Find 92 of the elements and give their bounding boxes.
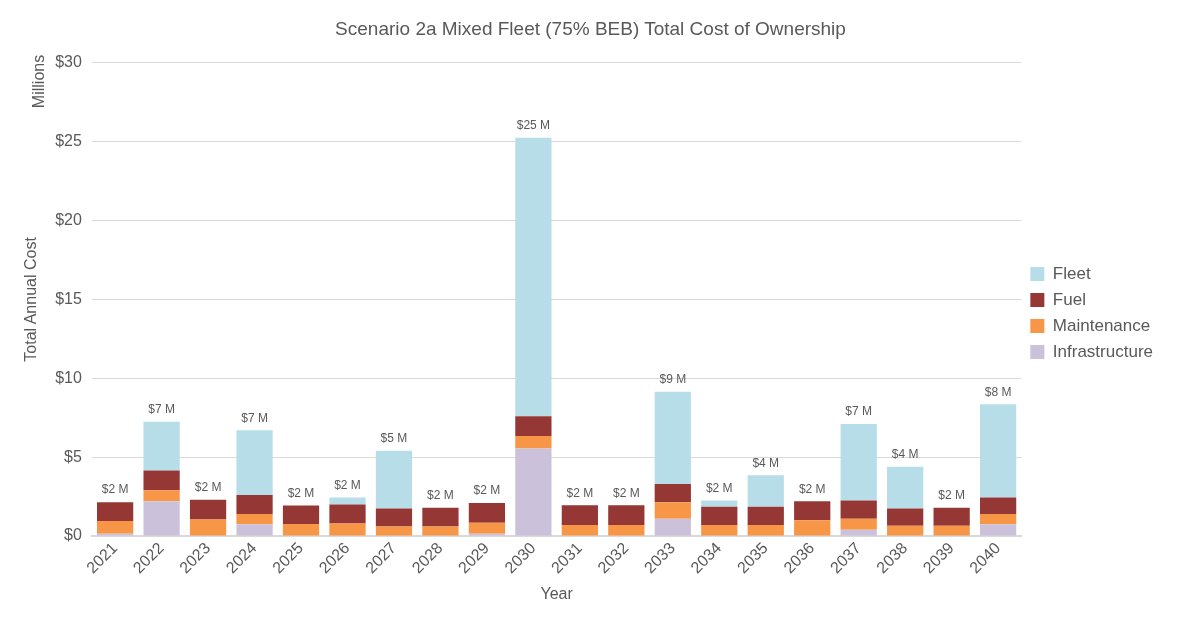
y-tick-label: $5: [64, 447, 82, 465]
bar: [143, 421, 180, 471]
bar: [840, 424, 877, 501]
bar: [375, 526, 413, 536]
total-label: $25 M: [516, 118, 551, 133]
y-axis-title: Total Annual Cost: [22, 236, 40, 362]
bar: [515, 416, 552, 436]
total-label: $4 M: [891, 446, 919, 461]
bar: [143, 470, 180, 491]
total-label: $5 M: [380, 431, 408, 446]
bar: [701, 525, 738, 536]
total-label: $2 M: [705, 480, 733, 495]
total-label: $2 M: [427, 487, 454, 502]
bar: [329, 497, 366, 505]
legend-label: Maintenance: [1052, 315, 1151, 335]
total-label: $2 M: [798, 481, 826, 496]
bar: [887, 508, 924, 526]
legend-label: Fuel: [1052, 289, 1086, 309]
total-label: $2 M: [566, 485, 594, 500]
bar: [468, 502, 506, 523]
bar: [840, 500, 877, 519]
total-label: $7 M: [845, 404, 873, 419]
chart-title: Scenario 2a Mixed Fleet (75% BEB) Total Cost of Ownership: [335, 17, 846, 39]
bar: [282, 523, 320, 536]
y-tick-label: $25: [55, 132, 82, 150]
bar: [468, 522, 506, 534]
bar: [329, 504, 366, 524]
total-label: $2 M: [334, 477, 361, 492]
y-tick-label: $30: [55, 53, 82, 71]
bar: [143, 490, 180, 502]
total-label: $2 M: [612, 485, 640, 500]
text: Millions: [30, 54, 48, 109]
bar: [422, 507, 459, 527]
bar: [840, 529, 877, 536]
bar: [561, 505, 598, 526]
bar: [933, 525, 970, 536]
total-label: $8 M: [984, 384, 1012, 399]
bar: [794, 501, 831, 521]
bar: [654, 502, 691, 519]
total-label: $2 M: [194, 480, 222, 495]
bar: [236, 430, 273, 496]
bar: [97, 521, 134, 534]
bar: [143, 501, 180, 536]
total-label: $7 M: [241, 410, 268, 425]
y-tick-label: $0: [64, 526, 82, 544]
bar: [979, 524, 1017, 536]
bar: [654, 518, 691, 536]
bar: [933, 507, 970, 526]
total-label: $4 M: [752, 455, 780, 470]
bar: [329, 523, 366, 536]
bar: [561, 525, 598, 536]
bar: [701, 506, 738, 526]
bar: [654, 484, 691, 503]
bar: [236, 513, 273, 525]
legend-label: Fleet: [1052, 263, 1091, 283]
legend-label: Infrastructure: [1052, 341, 1154, 361]
bar: [375, 508, 413, 527]
bar: [747, 475, 784, 507]
bar: [701, 500, 738, 507]
bar: [189, 499, 227, 520]
bar: [887, 466, 924, 509]
y-tick-label: $10: [55, 368, 82, 386]
bar: [608, 505, 645, 526]
y-tick-label: $20: [55, 210, 82, 228]
bar: [794, 520, 831, 536]
bar: [747, 525, 784, 536]
total-label: $2 M: [473, 483, 501, 498]
bar: [747, 506, 784, 526]
total-label: $7 M: [148, 402, 175, 416]
bar: [422, 526, 459, 536]
bar: [375, 450, 413, 509]
bar: [887, 525, 924, 536]
bar: [979, 404, 1017, 498]
bar: [515, 435, 552, 449]
bar: [654, 391, 691, 484]
bar: [840, 518, 877, 530]
bar: [282, 505, 320, 524]
bar: [979, 497, 1017, 514]
bar: [189, 519, 227, 536]
bar: [515, 448, 552, 536]
x-axis-title: Year: [540, 584, 574, 602]
total-label: $2 M: [101, 482, 129, 497]
bar: [97, 502, 134, 522]
y-tick-label: $15: [55, 289, 82, 307]
total-label: $9 M: [659, 372, 687, 387]
bar: [608, 525, 645, 536]
bar: [515, 137, 552, 417]
bar: [236, 495, 273, 514]
total-label: $2 M: [287, 485, 315, 500]
total-label: $2 M: [938, 487, 965, 502]
bar: [236, 524, 273, 536]
bar: [979, 513, 1017, 525]
